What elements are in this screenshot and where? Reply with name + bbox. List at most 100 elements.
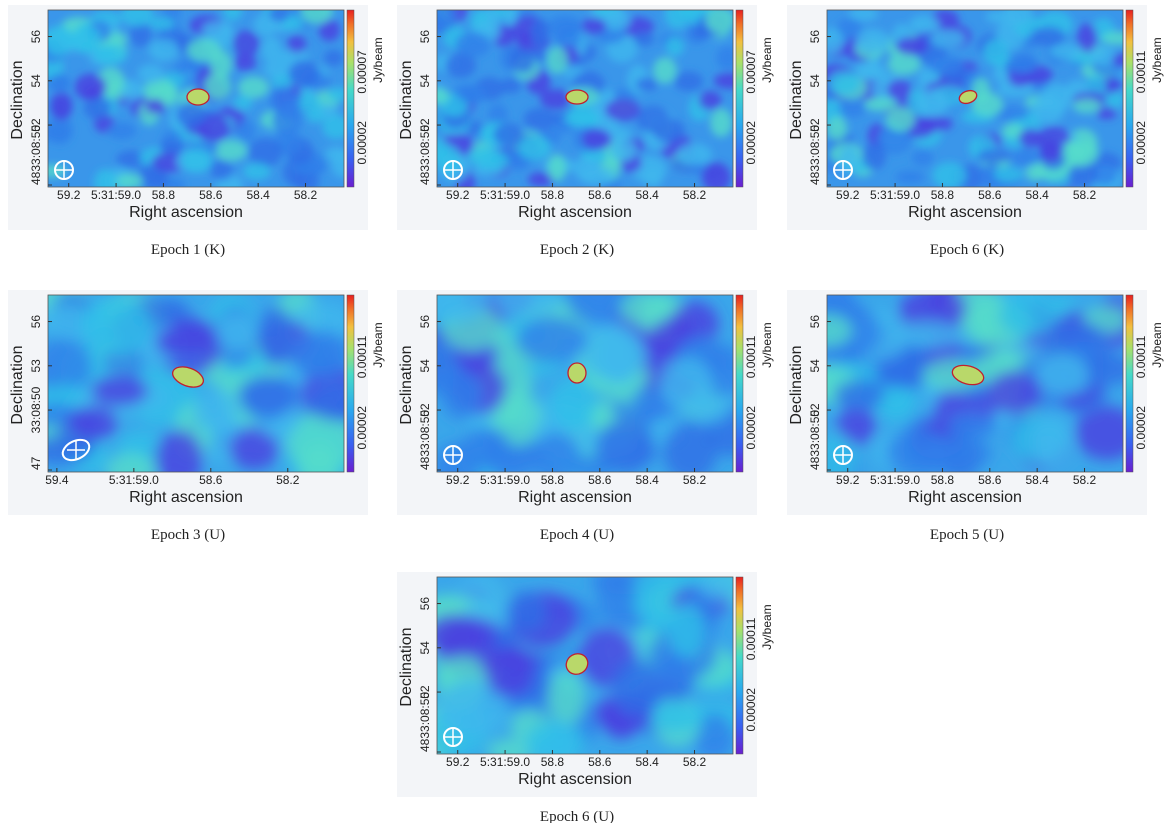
beam xyxy=(61,438,91,462)
x-tick-label: 58.2 xyxy=(683,473,707,487)
noise-blob xyxy=(697,577,733,601)
y-tick-label: 52 xyxy=(808,403,822,417)
noise-blob xyxy=(539,88,572,110)
noise-blob xyxy=(1096,106,1117,120)
plot-frame xyxy=(436,576,734,755)
noise-blob xyxy=(691,23,713,39)
noise-blob xyxy=(971,92,1004,117)
colorbar xyxy=(735,294,744,473)
y-tick-label: 4833:08:50 xyxy=(29,125,43,185)
noise-blob xyxy=(107,122,137,140)
noise-blob xyxy=(1039,139,1062,163)
noise-blob xyxy=(457,85,483,103)
x-axis-label: Right ascension xyxy=(908,204,1022,221)
noise-blob xyxy=(848,10,879,22)
noise-blob xyxy=(977,148,1012,164)
x-tick-label: 58.6 xyxy=(978,188,1002,202)
plot-frame xyxy=(436,294,734,473)
x-tick-label: 5:31:59.0 xyxy=(870,188,920,202)
noise-blob xyxy=(1049,43,1084,60)
noise-blob xyxy=(242,162,271,181)
y-tick-label: 52 xyxy=(418,685,432,699)
noise-blob xyxy=(993,166,1024,183)
noise-blob xyxy=(601,10,631,31)
noise-blob xyxy=(186,38,222,62)
y-tick-label: 54 xyxy=(808,359,822,373)
noise-blob xyxy=(573,157,600,181)
noise-blob xyxy=(609,139,637,162)
noise-blob xyxy=(1112,53,1123,68)
x-tick-label: 58.2 xyxy=(683,188,707,202)
noise-blob xyxy=(48,338,92,397)
figure-panel: 59.2 5:31:59.0 58.8 58.6 58.4 58.2 4833:08:50 5… xyxy=(397,290,777,544)
noise-blob xyxy=(643,168,663,187)
noise-blob xyxy=(918,116,953,132)
noise-blob xyxy=(517,316,588,363)
noise-blob xyxy=(837,406,876,446)
panel-caption: Epoch 4 (U) xyxy=(539,527,615,543)
noise-blob xyxy=(222,10,243,21)
y-tick-label: 54 xyxy=(418,359,432,373)
noise-blob xyxy=(154,430,204,472)
noise-blob xyxy=(233,95,253,111)
noise-blob xyxy=(705,10,733,33)
noise-blob xyxy=(1090,164,1118,185)
noise-map xyxy=(437,295,733,472)
y-tick-label: 52 xyxy=(418,118,432,132)
noise-blob xyxy=(181,147,213,174)
noise-blob xyxy=(465,121,484,136)
noise-blob xyxy=(461,427,511,470)
map-blobs xyxy=(827,10,1123,187)
figure-panel: 59.2 5:31:59.0 58.8 58.6 58.4 58.2 4833:08:50 5… xyxy=(397,572,777,823)
x-axis-label: Right ascension xyxy=(908,489,1022,506)
map-panel: 59.2 5:31:59.0 58.8 58.6 58.4 58.24833:08:505… xyxy=(8,5,385,230)
noise-blob xyxy=(500,77,522,94)
x-tick-label: 5:31:59.0 xyxy=(109,473,159,487)
noise-blob xyxy=(895,170,925,184)
noise-blob xyxy=(1068,162,1098,187)
colorbar-tick-label: 0.00002 xyxy=(744,688,758,732)
noise-blob xyxy=(83,97,111,120)
colorbar-label: Jy/beam xyxy=(760,37,774,82)
x-tick-label: 5:31:59.0 xyxy=(480,188,530,202)
noise-blob xyxy=(518,135,552,161)
x-tick-label: 58.6 xyxy=(199,188,223,202)
noise-blob xyxy=(710,108,733,138)
noise-blob xyxy=(876,384,916,423)
noise-blob xyxy=(237,76,270,99)
y-tick-label: 33:08:50 xyxy=(29,386,43,433)
noise-map xyxy=(48,10,344,187)
x-axis-label: Right ascension xyxy=(518,489,632,506)
noise-blob xyxy=(1073,98,1101,114)
colorbar xyxy=(346,294,355,473)
noise-blob xyxy=(861,142,886,171)
noise-blob xyxy=(581,128,613,150)
noise-blob xyxy=(659,357,714,413)
colorbar-label: Jy/beam xyxy=(760,322,774,367)
noise-blob xyxy=(1036,353,1090,397)
noise-blob xyxy=(232,30,260,58)
noise-blob xyxy=(864,97,897,112)
source-ellipse xyxy=(172,366,204,388)
noise-blob xyxy=(916,89,949,117)
noise-blob xyxy=(876,355,930,388)
noise-blob xyxy=(1089,45,1118,66)
noise-blob xyxy=(74,73,107,101)
colorbar-label: Jy/beam xyxy=(371,37,385,82)
noise-blob xyxy=(280,100,301,122)
noise-blob xyxy=(236,119,255,142)
noise-map xyxy=(48,295,344,472)
x-tick-label: 58.6 xyxy=(978,473,1002,487)
noise-blob xyxy=(619,295,672,326)
noise-blob xyxy=(1079,353,1123,385)
y-tick-label: 54 xyxy=(418,74,432,88)
noise-blob xyxy=(486,738,536,754)
noise-blob xyxy=(94,44,128,66)
noise-blob xyxy=(437,10,457,30)
noise-map xyxy=(827,295,1123,472)
x-tick-label: 58.2 xyxy=(1073,473,1097,487)
plot-frame xyxy=(826,294,1124,473)
noise-blob xyxy=(437,88,450,105)
noise-blob xyxy=(148,38,179,62)
noise-blob xyxy=(716,45,733,70)
